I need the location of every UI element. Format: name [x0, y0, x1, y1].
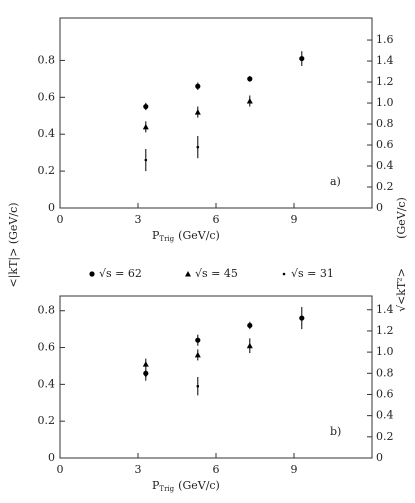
panel-frame [59, 17, 373, 209]
marker [142, 123, 149, 130]
y-tick-label: 0.6 [38, 90, 56, 103]
x-axis-label-main: P [152, 229, 160, 242]
x-tick-label: 3 [135, 213, 142, 226]
y2-tick-label: 0.8 [376, 117, 394, 130]
marker [196, 384, 200, 388]
y-axis-label: <|kT|> (GeV/c) [7, 202, 21, 287]
x-tick-label: 0 [57, 463, 64, 476]
y-tick-label: 0.4 [38, 127, 56, 140]
x-tick-label: 9 [291, 213, 298, 226]
marker [142, 361, 149, 367]
marker [144, 373, 148, 377]
x-tick-label: 6 [213, 213, 220, 226]
legend-label: √s = 62 [99, 267, 142, 280]
marker [194, 351, 201, 358]
x-axis-label-main: P [152, 479, 160, 492]
marker [195, 83, 201, 89]
x-tick-label: 6 [213, 463, 220, 476]
legend-label: √s = 31 [291, 267, 334, 280]
x-tick-label: 9 [291, 463, 298, 476]
legend-marker [89, 271, 95, 277]
y-tick-label: 0.4 [38, 377, 56, 390]
y-tick-label: 0.2 [38, 164, 56, 177]
x-tick-label: 0 [57, 213, 64, 226]
marker [194, 109, 201, 115]
y-tick-label: 0.8 [38, 304, 56, 317]
x-axis-label-sub: Trig [159, 485, 174, 493]
y2-axis-label: √<kT²> [395, 268, 408, 312]
panel-label: b) [330, 425, 341, 438]
y2-tick-label: 1.4 [376, 303, 394, 316]
marker [246, 342, 253, 349]
y2-tick-label: 0 [376, 201, 383, 214]
y2-tick-label: 0.4 [376, 159, 394, 172]
y-tick-label: 0 [48, 451, 55, 464]
y2-tick-label: 0.4 [376, 409, 394, 422]
y2-tick-label: 0.2 [376, 430, 394, 443]
panel-frame [59, 295, 373, 459]
y2-tick-label: 0.6 [376, 387, 394, 400]
marker [195, 337, 201, 343]
y-tick-label: 0.2 [38, 414, 56, 427]
legend-marker [185, 271, 191, 277]
panel-label: a) [330, 175, 341, 188]
y2-tick-label: 1.2 [376, 75, 394, 88]
y2-tick-label: 0.6 [376, 138, 394, 151]
y2-tick-label: 1.0 [376, 345, 394, 358]
y-tick-label: 0.8 [38, 53, 56, 66]
y2-tick-label: 0.2 [376, 180, 394, 193]
marker [144, 158, 148, 162]
y-tick-label: 0 [48, 201, 55, 214]
x-tick-label: 3 [135, 463, 142, 476]
y2-tick-label: 0 [376, 451, 383, 464]
y2-tick-label: 1.2 [376, 324, 394, 337]
marker [299, 315, 305, 321]
x-axis-label-sub: Trig [159, 235, 174, 243]
marker [196, 145, 200, 149]
y2-tick-label: 1.6 [376, 33, 394, 46]
x-axis-label-unit: (GeV/c) [178, 479, 220, 492]
marker [246, 98, 253, 104]
legend-label: √s = 45 [195, 267, 238, 280]
marker [247, 76, 253, 82]
marker [247, 322, 253, 329]
marker [143, 103, 149, 110]
legend-marker [282, 272, 286, 276]
x-axis-label: PTrig (GeV/c) [152, 479, 220, 493]
y2-axis-unit: (GeV/c) [395, 197, 408, 239]
x-axis-label: PTrig (GeV/c) [152, 229, 220, 243]
y2-tick-label: 1.4 [376, 54, 394, 67]
x-axis-label-unit: (GeV/c) [178, 229, 220, 242]
y2-tick-label: 0.8 [376, 366, 394, 379]
y2-tick-label: 1.0 [376, 96, 394, 109]
marker [299, 55, 305, 62]
y-tick-label: 0.6 [38, 341, 56, 354]
